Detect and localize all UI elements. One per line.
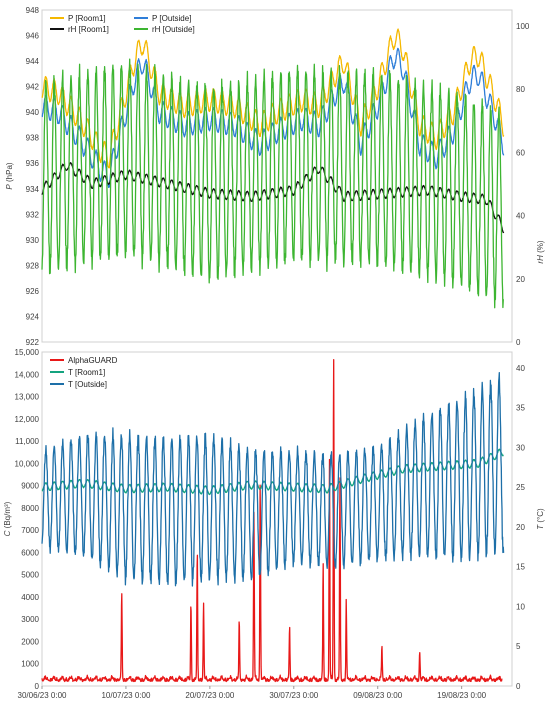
bottom-left-tick: 9000: [21, 482, 39, 491]
top-right-axis-label: rH (%): [536, 240, 545, 263]
bottom-left-tick: 4000: [21, 593, 39, 602]
legend-label: rH [Room1]: [68, 25, 109, 34]
bottom-right-tick: 0: [516, 682, 521, 691]
top-left-tick: 928: [26, 261, 40, 270]
bottom-right-axis-label: T (°C): [536, 508, 545, 530]
bottom-plot-frame: [41, 351, 513, 687]
bottom-left-tick: 14,000: [15, 370, 40, 379]
top-left-tick: 926: [26, 287, 40, 296]
series-line-rh-outside: [41, 58, 504, 309]
bottom-left-tick: 5000: [21, 571, 39, 580]
top-right-tick: 80: [516, 85, 525, 94]
bottom-right-tick: 35: [516, 404, 525, 413]
bottom-left-tick: 12,000: [15, 415, 40, 424]
x-tick-label: 30/06/23 0:00: [18, 691, 67, 700]
bottom-left-tick: 3000: [21, 615, 39, 624]
top-left-tick: 944: [26, 57, 40, 66]
bottom-left-tick: 6000: [21, 548, 39, 557]
bottom-right-tick: 15: [516, 563, 525, 572]
x-tick-label: 09/08/23 0:00: [353, 691, 402, 700]
legend-label: T [Room1]: [68, 368, 105, 377]
top-left-tick: 948: [26, 6, 40, 15]
series-line-t-room1: [41, 448, 504, 496]
series-line-alphaguard: [41, 359, 503, 683]
top-right-tick: 100: [516, 22, 530, 31]
x-tick-label: 20/07/23 0:00: [185, 691, 234, 700]
legend-label: P [Outside]: [152, 14, 191, 23]
legend-label: T [Outside]: [68, 380, 107, 389]
bottom-left-tick: 13,000: [15, 393, 40, 402]
bottom-right-axis: 0 5 10 15 20 25 30 35 40: [516, 364, 525, 691]
top-left-tick: 924: [26, 312, 40, 321]
bottom-right-tick: 10: [516, 602, 525, 611]
bottom-left-tick: 1000: [21, 660, 39, 669]
bottom-left-tick: 0: [35, 682, 40, 691]
bottom-right-tick: 20: [516, 523, 525, 532]
bottom-right-tick: 30: [516, 443, 525, 452]
top-right-axis: 0 20 40 60 80 100: [516, 22, 530, 347]
bottom-left-tick: 15,000: [15, 348, 40, 357]
series-line-t-outside: [41, 372, 505, 587]
bottom-left-tick: 8000: [21, 504, 39, 513]
bottom-left-axis: 0 1000 2000 3000 4000 5000 6000 7000 8000 9000 10,…: [15, 348, 40, 691]
top-left-tick: 934: [26, 185, 40, 194]
top-left-tick: 932: [26, 210, 40, 219]
top-left-tick: 936: [26, 159, 40, 168]
bottom-legend: AlphaGUARD T [Room1] T [Outside]: [50, 356, 118, 389]
bottom-right-tick: 5: [516, 642, 521, 651]
top-plot-frame: [41, 9, 513, 343]
legend-label: AlphaGUARD: [68, 356, 118, 365]
bottom-left-tick: 2000: [21, 637, 39, 646]
top-left-axis: 922 924 926 928 930 932 934 936 938 940 942 944 946 9…: [26, 6, 40, 347]
bottom-right-tick: 25: [516, 483, 525, 492]
top-left-tick: 930: [26, 236, 40, 245]
top-legend: P [Room1] P [Outside] rH [Room1] rH [Outsid…: [50, 14, 195, 34]
top-left-axis-label: P (hPa): [5, 162, 14, 189]
top-left-tick: 946: [26, 32, 40, 41]
x-tick-label: 19/08/23 0:00: [437, 691, 486, 700]
bottom-left-tick: 10,000: [15, 459, 40, 468]
top-right-tick: 0: [516, 338, 521, 347]
bottom-series-group: [41, 359, 505, 683]
bottom-right-tick: 40: [516, 364, 525, 373]
legend-label: P [Room1]: [68, 14, 106, 23]
bottom-left-tick: 7000: [21, 526, 39, 535]
legend-label: rH [Outside]: [152, 25, 195, 34]
top-right-tick: 40: [516, 212, 525, 221]
bottom-left-tick: 11,000: [15, 437, 39, 446]
top-left-tick: 940: [26, 108, 40, 117]
x-tick-label: 30/07/23 0:00: [269, 691, 318, 700]
top-right-tick: 60: [516, 148, 525, 157]
top-series-group: [41, 28, 505, 309]
top-left-tick: 922: [26, 338, 40, 347]
top-left-tick: 938: [26, 134, 40, 143]
bottom-left-axis-label: C (Bq/m³): [3, 501, 12, 536]
bottom-x-axis: 30/06/23 0:00 10/07/23 0:00 20/07/23 0:00 3…: [18, 686, 487, 700]
top-left-tick: 942: [26, 83, 40, 92]
top-right-tick: 20: [516, 275, 525, 284]
x-tick-label: 10/07/23 0:00: [101, 691, 150, 700]
